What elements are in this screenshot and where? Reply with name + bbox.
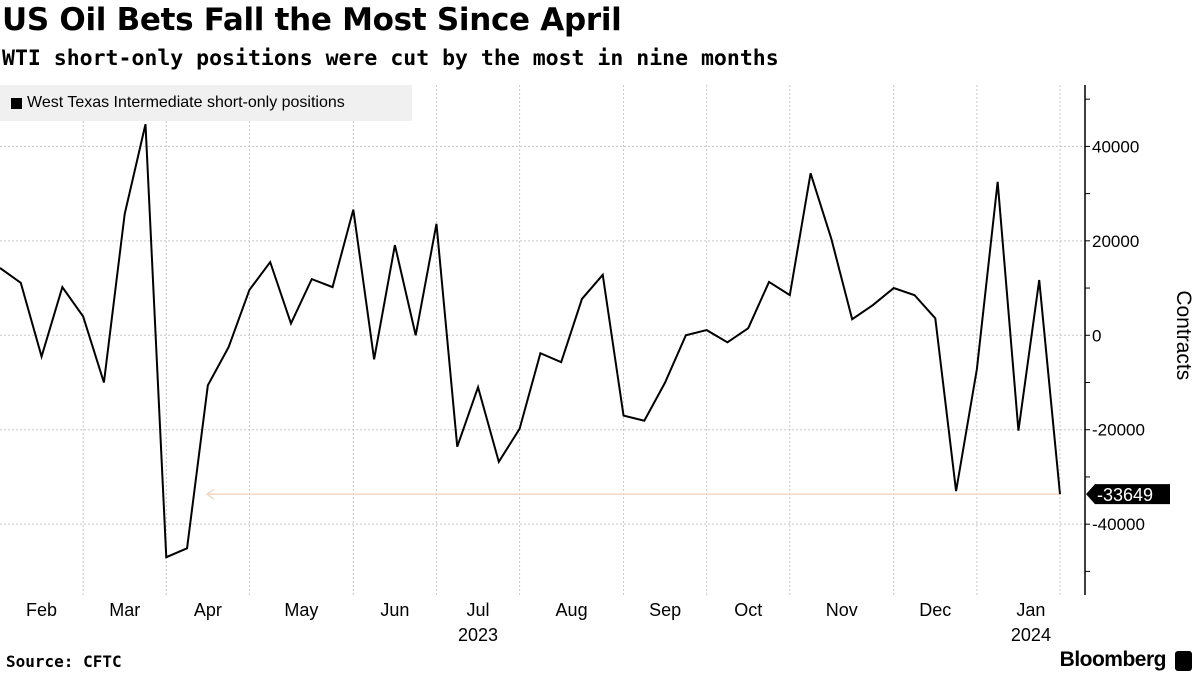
x-tick-label: Dec: [919, 600, 951, 620]
x-tick-label: May: [284, 600, 318, 620]
y-tick-label: -20000: [1092, 421, 1145, 440]
x-tick-label: Oct: [734, 600, 762, 620]
x-year-label: 2023: [458, 625, 498, 645]
x-tick-label: Jan: [1016, 600, 1045, 620]
x-tick-label: Jun: [380, 600, 409, 620]
y-tick-label: 40000: [1092, 137, 1139, 156]
x-year-label: 2024: [1011, 625, 1051, 645]
y-tick-label: 20000: [1092, 232, 1139, 251]
last-value-label: -33649: [1097, 485, 1153, 505]
annotation-arrow-head: [205, 488, 215, 500]
bloomberg-chart-icon: [1175, 651, 1192, 671]
y-tick-label: 0: [1092, 326, 1101, 345]
legend: West Texas Intermediate short-only posit…: [0, 85, 412, 121]
series-line: [0, 123, 1061, 559]
bloomberg-logo: Bloomberg: [1059, 648, 1167, 671]
x-tick-label: Mar: [109, 600, 140, 620]
x-tick-label: Aug: [556, 600, 588, 620]
x-tick-label: Feb: [26, 600, 57, 620]
y-axis-label: Contracts: [1172, 290, 1195, 380]
x-tick-label: Nov: [826, 600, 858, 620]
legend-label: West Texas Intermediate short-only posit…: [27, 94, 345, 111]
y-tick-label: -40000: [1092, 515, 1145, 534]
chart-subtitle: WTI short-only positions were cut by the…: [2, 46, 779, 71]
x-tick-label: Jul: [467, 600, 490, 620]
source-note: Source: CFTC: [6, 652, 122, 671]
legend-swatch: [11, 97, 22, 109]
x-tick-label: Sep: [649, 600, 681, 620]
x-tick-label: Apr: [194, 600, 222, 620]
chart-title: US Oil Bets Fall the Most Since April: [2, 2, 622, 38]
last-value-badge: [1086, 484, 1170, 505]
